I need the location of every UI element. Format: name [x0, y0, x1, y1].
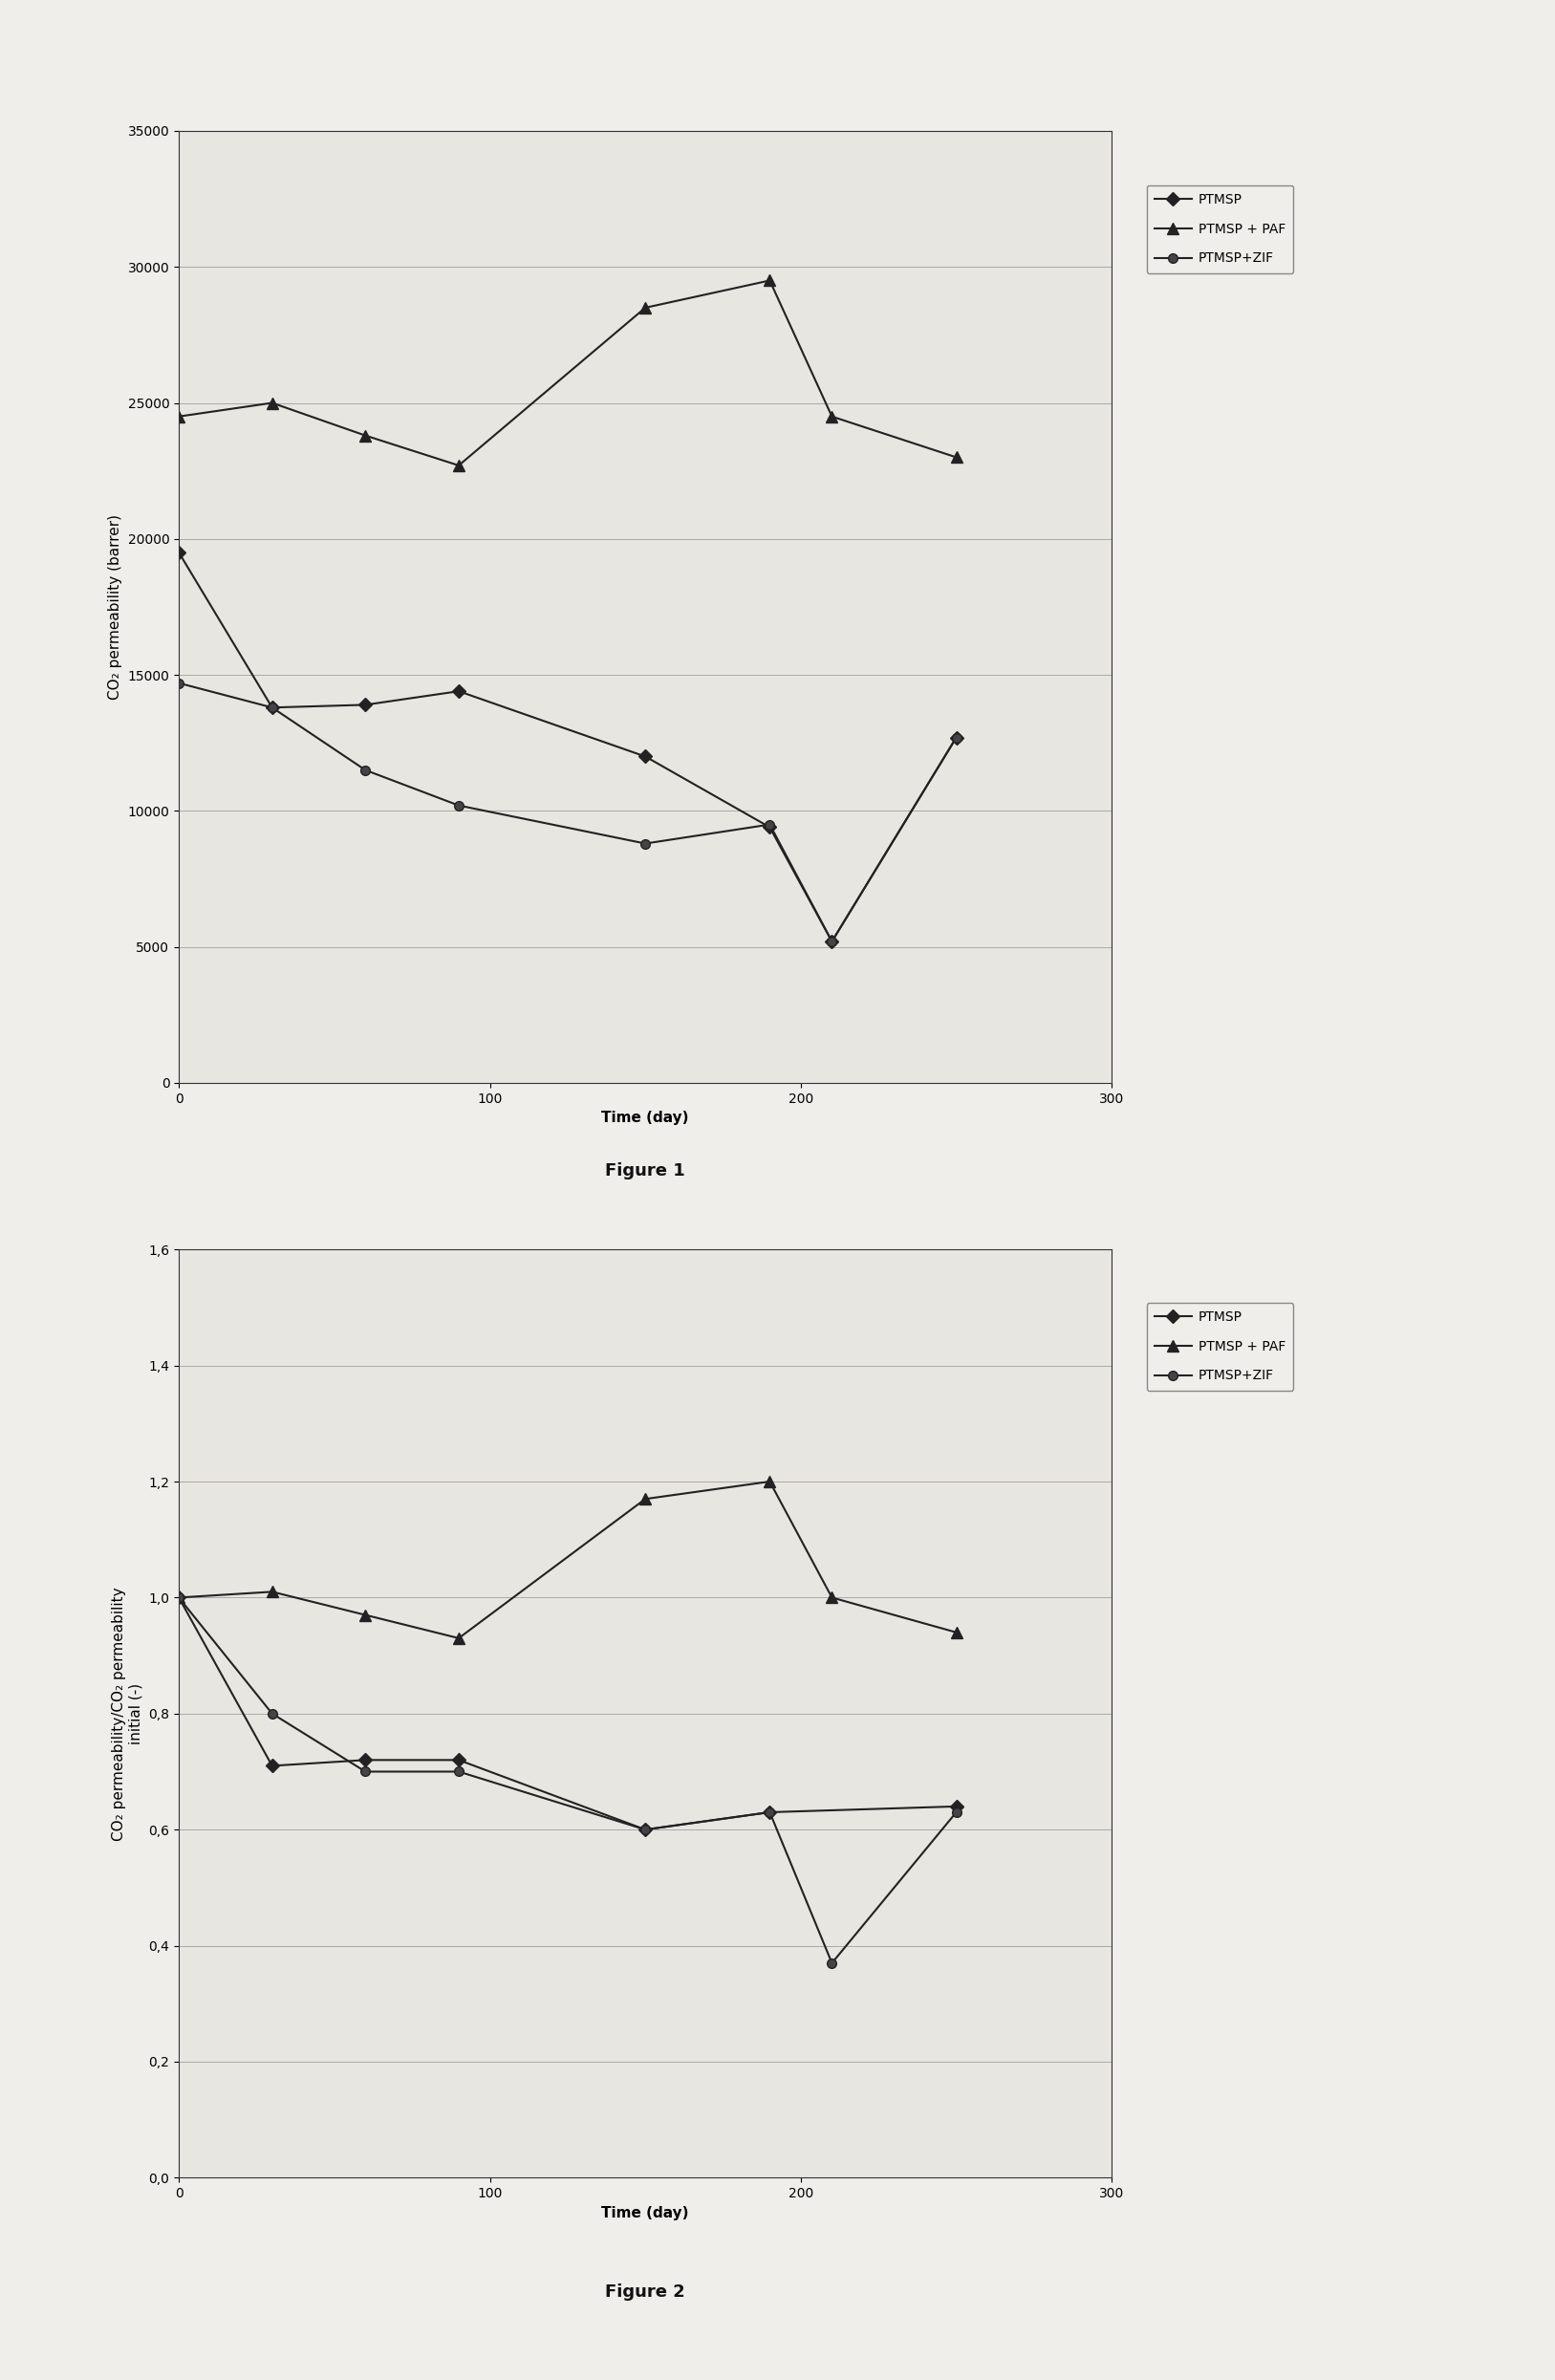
- PTMSP + PAF: [760, 1466, 779, 1497]
- PTMSP+ZIF: [823, 928, 841, 957]
- PTMSP + PAF: [636, 293, 655, 321]
- PTMSP: [356, 1747, 375, 1775]
- PTMSP+ZIF: [449, 1756, 468, 1785]
- PTMSP + PAF: [947, 1618, 966, 1647]
- PTMSP + PAF: [263, 1578, 281, 1607]
- Y-axis label: CO₂ permeability/CO₂ permeability
initial (-): CO₂ permeability/CO₂ permeability initia…: [112, 1587, 143, 1840]
- PTMSP + PAF: [356, 421, 375, 450]
- PTMSP+ZIF: [356, 1756, 375, 1785]
- PTMSP + PAF: [947, 443, 966, 471]
- PTMSP: [169, 1583, 188, 1611]
- PTMSP: [449, 1747, 468, 1775]
- Line: PTMSP+ZIF: PTMSP+ZIF: [174, 678, 961, 947]
- PTMSP: [169, 538, 188, 566]
- PTMSP+ZIF: [263, 693, 281, 721]
- Line: PTMSP + PAF: PTMSP + PAF: [173, 274, 963, 471]
- Line: PTMSP: PTMSP: [174, 1592, 961, 1835]
- PTMSP: [356, 690, 375, 719]
- PTMSP + PAF: [263, 388, 281, 416]
- PTMSP+ZIF: [263, 1699, 281, 1728]
- PTMSP+ZIF: [760, 809, 779, 838]
- PTMSP: [760, 814, 779, 843]
- Y-axis label: CO₂ permeability (barrer): CO₂ permeability (barrer): [107, 514, 123, 700]
- PTMSP+ZIF: [169, 669, 188, 697]
- PTMSP + PAF: [449, 452, 468, 481]
- PTMSP: [947, 724, 966, 752]
- PTMSP+ZIF: [760, 1797, 779, 1825]
- Line: PTMSP+ZIF: PTMSP+ZIF: [174, 1592, 961, 1968]
- PTMSP + PAF: [823, 402, 841, 431]
- Legend: PTMSP, PTMSP + PAF, PTMSP+ZIF: PTMSP, PTMSP + PAF, PTMSP+ZIF: [1146, 1302, 1294, 1390]
- PTMSP + PAF: [449, 1623, 468, 1652]
- Line: PTMSP + PAF: PTMSP + PAF: [173, 1476, 963, 1645]
- PTMSP: [263, 693, 281, 721]
- PTMSP + PAF: [823, 1583, 841, 1611]
- X-axis label: Time (day): Time (day): [602, 1111, 689, 1126]
- Legend: PTMSP, PTMSP + PAF, PTMSP+ZIF: PTMSP, PTMSP + PAF, PTMSP+ZIF: [1146, 186, 1294, 274]
- PTMSP+ZIF: [823, 1949, 841, 1978]
- PTMSP + PAF: [760, 267, 779, 295]
- Text: Figure 1: Figure 1: [605, 1161, 686, 1180]
- PTMSP+ZIF: [947, 1797, 966, 1825]
- PTMSP: [947, 1792, 966, 1821]
- X-axis label: Time (day): Time (day): [602, 2206, 689, 2221]
- PTMSP+ZIF: [449, 790, 468, 819]
- PTMSP+ZIF: [356, 757, 375, 785]
- PTMSP: [823, 928, 841, 957]
- PTMSP + PAF: [169, 1583, 188, 1611]
- PTMSP + PAF: [356, 1602, 375, 1630]
- PTMSP: [263, 1752, 281, 1780]
- PTMSP: [636, 743, 655, 771]
- PTMSP: [449, 676, 468, 704]
- PTMSP: [760, 1797, 779, 1825]
- PTMSP+ZIF: [636, 828, 655, 857]
- PTMSP+ZIF: [947, 724, 966, 752]
- PTMSP+ZIF: [636, 1816, 655, 1845]
- PTMSP + PAF: [636, 1485, 655, 1514]
- PTMSP+ZIF: [169, 1583, 188, 1611]
- PTMSP + PAF: [169, 402, 188, 431]
- Text: Figure 2: Figure 2: [605, 2282, 686, 2301]
- PTMSP: [636, 1816, 655, 1845]
- Line: PTMSP: PTMSP: [174, 547, 961, 947]
